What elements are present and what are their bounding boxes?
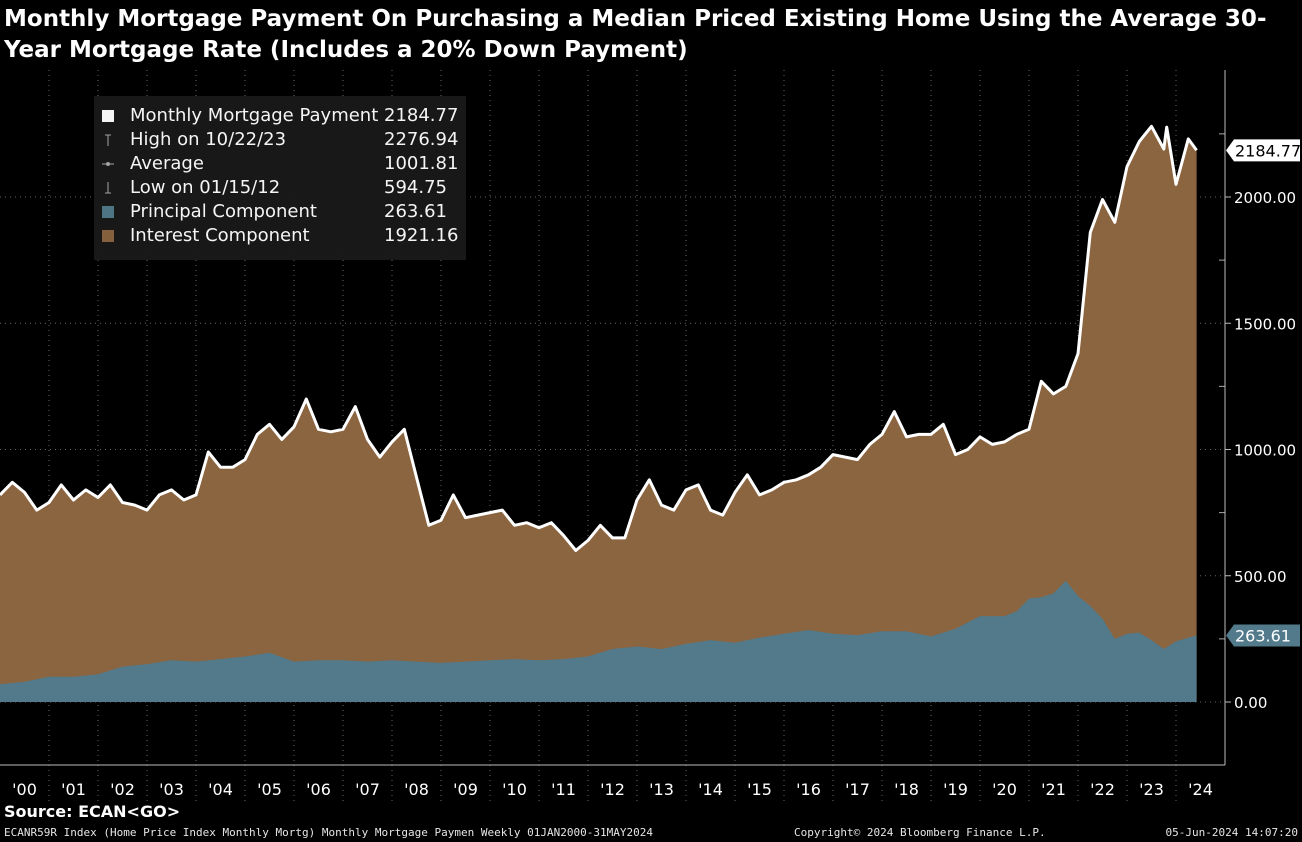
axes	[0, 70, 1226, 766]
source-label: Source: ECAN<GO>	[4, 802, 181, 821]
white-square-icon	[102, 110, 114, 122]
legend-item-average: Average 1001.81	[94, 152, 466, 176]
legend-item-low: Low on 01/15/12 594.75	[94, 176, 466, 200]
legend-label: High on 10/22/23	[130, 129, 287, 150]
y-tick-label: 1500.00	[1234, 315, 1296, 333]
interest-component-area	[0, 126, 1197, 703]
footer-index-description: ECANR59R Index (Home Price Index Monthly…	[4, 826, 654, 839]
x-tick-label: '12	[600, 780, 625, 799]
legend-value: 1921.16	[384, 225, 459, 246]
principal-swatch-icon	[102, 206, 114, 218]
legend-label: Low on 01/15/12	[130, 177, 281, 198]
x-tick-labels: '00 '01 '02 '03 '04 '05 '06 '07 '08 '09 '10 '11 '12 '…	[12, 780, 1213, 799]
x-tick-label: '04	[208, 780, 233, 799]
x-tick-label: '13	[649, 780, 674, 799]
legend-value: 594.75	[384, 177, 447, 198]
legend-value: 263.61	[384, 201, 447, 222]
x-tick-label: '19	[943, 780, 968, 799]
x-tick-label: '10	[502, 780, 527, 799]
low-marker-icon	[105, 182, 111, 194]
total-flag-bg	[1226, 139, 1300, 162]
monthly-payment-line	[0, 124, 1198, 552]
x-tick-label: '01	[61, 780, 86, 799]
x-tick-label: '05	[257, 780, 282, 799]
x-tick-label: '09	[453, 780, 478, 799]
average-marker-icon	[102, 162, 114, 166]
principal-flag-label: 263.61	[1235, 626, 1291, 645]
legend-item-principal: Principal Component 263.61	[94, 200, 466, 224]
x-tick-label: '17	[845, 780, 870, 799]
footer-copyright: Copyright© 2024 Bloomberg Finance L.P.	[794, 826, 1046, 839]
x-tick-label: '16	[796, 780, 821, 799]
chart-legend: Monthly Mortgage Payment 2184.77 High on…	[94, 96, 466, 260]
x-tick-label: '02	[110, 780, 135, 799]
x-tick-label: '23	[1139, 780, 1164, 799]
legend-value: 2276.94	[384, 129, 459, 150]
x-tick-label: '20	[992, 780, 1017, 799]
x-tick-label: '06	[306, 780, 331, 799]
x-tick-label: '11	[551, 780, 576, 799]
total-flag-label: 2184.77	[1235, 141, 1301, 160]
x-tick-label: '15	[747, 780, 772, 799]
y-tick-label: 0.00	[1234, 694, 1267, 712]
legend-item-monthly-payment: Monthly Mortgage Payment 2184.77	[94, 104, 466, 128]
last-value-flags: 2184.77 263.61	[1226, 139, 1301, 647]
legend-value: 2184.77	[384, 105, 459, 126]
y-tick-label: 500.00	[1234, 568, 1287, 586]
y-tick-labels: 0.00 500.00 1000.00 1500.00 2000.00	[1225, 189, 1296, 712]
x-tick-label: '00	[12, 780, 37, 799]
x-tick-label: '22	[1090, 780, 1115, 799]
legend-value: 1001.81	[384, 153, 459, 174]
chart-title: Monthly Mortgage Payment On Purchasing a…	[4, 6, 1267, 63]
x-tick-label: '24	[1188, 780, 1213, 799]
principal-component-area	[0, 580, 1197, 702]
x-tick-label: '14	[698, 780, 723, 799]
interest-swatch-icon	[102, 230, 114, 242]
legend-item-high: High on 10/22/23 2276.94	[94, 128, 466, 152]
x-tick-label: '03	[159, 780, 184, 799]
legend-label: Interest Component	[130, 225, 310, 246]
footer-timestamp: 05-Jun-2024 14:07:20	[1165, 826, 1298, 839]
legend-label: Principal Component	[130, 201, 317, 222]
x-tick-label: '21	[1041, 780, 1066, 799]
legend-item-interest: Interest Component 1921.16	[94, 224, 466, 248]
legend-label: Monthly Mortgage Payment	[130, 105, 379, 126]
y-tick-label: 2000.00	[1234, 189, 1296, 207]
x-tick-label: '18	[894, 780, 919, 799]
x-tick-label: '07	[355, 780, 380, 799]
y-tick-label: 1000.00	[1234, 442, 1296, 460]
principal-flag-bg	[1226, 624, 1300, 647]
x-tick-label: '08	[404, 780, 429, 799]
legend-label: Average	[130, 153, 204, 174]
high-marker-icon	[105, 134, 111, 146]
